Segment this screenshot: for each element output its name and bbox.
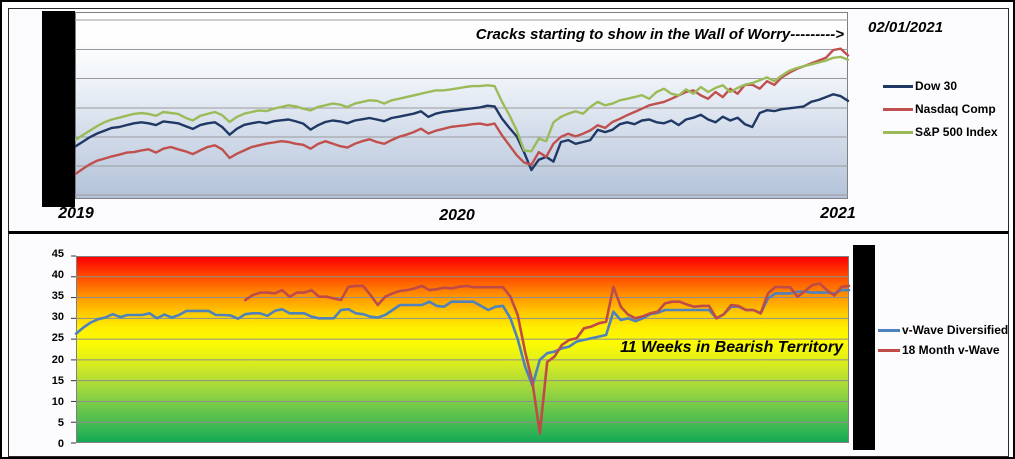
- legend-line-marker: [883, 130, 913, 134]
- bottom-chart-legend: v-Wave Diversified 18 Month v-Wave: [878, 323, 1008, 357]
- series-line-dow-30: [73, 93, 850, 172]
- y-tick-label: 35: [51, 290, 64, 303]
- y-tick-label: 0: [57, 437, 64, 450]
- series-line-18-month-v-wave: [244, 282, 851, 435]
- series-line-nasdaq-comp: [73, 47, 850, 176]
- legend-line-marker: [878, 348, 900, 352]
- legend-item-v-wave-diversified: v-Wave Diversified: [878, 323, 1008, 337]
- y-tick-label: 10: [51, 395, 64, 408]
- legend-item-18-month-v-wave: 18 Month v-Wave: [878, 343, 1008, 357]
- legend-item-nasdaq-comp: Nasdaq Comp: [883, 102, 998, 116]
- y-tick-label: 15: [51, 374, 64, 387]
- y-tick-label: 25: [51, 332, 64, 345]
- legend-label: Nasdaq Comp: [915, 102, 996, 116]
- date-label: 02/01/2021: [868, 19, 944, 36]
- bottom-chart-series-canvas: [71, 255, 851, 444]
- top-chart-series-canvas: [73, 19, 850, 196]
- top-chart-plot-area: [75, 12, 848, 199]
- y-tick-label: 20: [51, 353, 64, 366]
- y-tick-label: 30: [51, 311, 64, 324]
- series-line-s-p-500-index: [73, 55, 850, 153]
- legend-line-marker: [883, 84, 913, 88]
- bottom-chart-y-axis-labels: 45 40 35 30 25 20 15 10 5 0: [32, 248, 64, 451]
- legend-item-s-p-500-index: S&P 500 Index: [883, 125, 998, 139]
- top-chart-annotation: Cracks starting to show in the Wall of W…: [475, 26, 844, 43]
- legend-line-marker: [883, 107, 913, 111]
- x-tick-2020: 2020: [439, 207, 475, 224]
- x-tick-2019: 2019: [58, 205, 94, 222]
- legend-label: 18 Month v-Wave: [902, 343, 1000, 357]
- legend-label: Dow 30: [915, 79, 958, 93]
- legend-line-marker: [878, 328, 900, 332]
- redaction-box-bottom-right: [853, 245, 875, 450]
- top-chart-legend: Dow 30 Nasdaq Comp S&P 500 Index: [883, 79, 998, 139]
- legend-item-dow-30: Dow 30: [883, 79, 998, 93]
- y-tick-label: 40: [51, 269, 64, 282]
- legend-label: v-Wave Diversified: [902, 323, 1009, 337]
- bottom-chart-annotation: 11 Weeks in Bearish Territory: [620, 339, 843, 356]
- legend-label: S&P 500 Index: [915, 125, 998, 139]
- y-tick-label: 45: [51, 248, 64, 260]
- x-tick-2021: 2021: [820, 205, 856, 222]
- y-tick-label: 5: [57, 416, 64, 429]
- redaction-box-top-y-axis: [42, 11, 75, 207]
